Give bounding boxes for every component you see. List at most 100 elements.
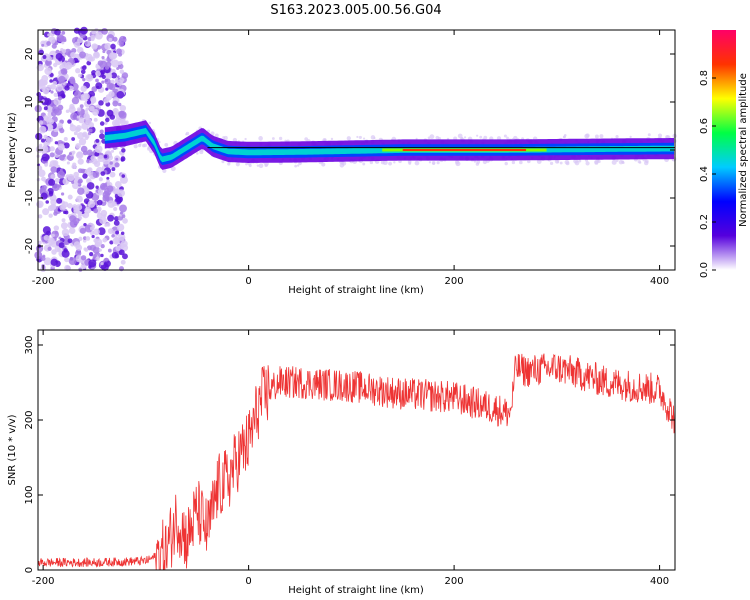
noise-point <box>55 53 63 61</box>
noise-point <box>109 240 114 245</box>
noise-point <box>408 162 412 165</box>
y-tick-label: 100 <box>24 485 35 504</box>
noise-point <box>93 208 99 214</box>
noise-point <box>476 160 481 164</box>
noise-point <box>49 146 55 152</box>
noise-point <box>340 161 345 165</box>
noise-point <box>71 180 75 184</box>
colorbar-ticks: 0.0 0.2 0.4 0.6 0.8 <box>699 70 716 278</box>
snr-frame <box>37 329 676 571</box>
noise-point <box>73 241 81 248</box>
noise-point <box>148 121 152 125</box>
noise-point <box>235 162 240 167</box>
noise-point <box>629 135 632 139</box>
noise-point <box>70 112 78 121</box>
noise-point <box>63 136 68 142</box>
snr-y-label: SNR (10 * v/v) <box>7 414 18 485</box>
noise-point <box>48 213 53 218</box>
noise-point <box>113 206 118 212</box>
noise-point <box>107 228 114 234</box>
noise-point <box>77 180 82 184</box>
noise-point <box>97 189 102 194</box>
noise-point <box>38 214 43 219</box>
noise-point <box>90 37 95 42</box>
noise-point <box>95 82 103 90</box>
noise-point <box>92 171 100 179</box>
noise-point <box>436 161 440 165</box>
noise-point <box>82 173 88 179</box>
noise-point <box>119 175 128 184</box>
noise-point <box>90 226 95 231</box>
noise-point <box>84 41 88 45</box>
noise-point <box>91 29 97 35</box>
noise-point <box>75 204 83 211</box>
y-tick-label: -10 <box>24 190 35 206</box>
noise-point <box>559 161 563 165</box>
noise-point <box>574 160 580 166</box>
noise-point <box>164 142 169 147</box>
noise-point <box>256 164 260 167</box>
noise-point <box>105 87 109 91</box>
noise-point <box>68 85 74 91</box>
noise-point <box>104 260 111 268</box>
noise-point <box>106 176 110 180</box>
noise-point <box>73 41 81 48</box>
noise-point <box>85 73 94 82</box>
noise-point <box>73 131 78 136</box>
noise-point <box>107 248 112 253</box>
noise-point <box>133 144 138 149</box>
noise-point <box>53 225 60 231</box>
noise-point <box>84 206 92 214</box>
noise-point <box>76 151 83 158</box>
noise-point <box>87 167 92 173</box>
noise-point <box>58 75 66 84</box>
colorbar-tick-label: 0.4 <box>699 166 710 182</box>
noise-point <box>64 62 73 70</box>
noise-point <box>80 264 86 269</box>
noise-point <box>57 122 63 129</box>
noise-point <box>80 26 88 35</box>
noise-point <box>358 135 362 139</box>
noise-point <box>496 136 502 141</box>
noise-point <box>147 147 151 151</box>
colorbar-tick-label: 0.6 <box>699 118 710 134</box>
noise-point <box>117 102 122 107</box>
noise-point <box>271 137 275 140</box>
noise-point <box>93 228 100 236</box>
noise-point <box>110 43 116 50</box>
noise-point <box>118 63 124 70</box>
noise-point <box>99 133 105 140</box>
noise-point <box>89 251 94 257</box>
noise-point <box>115 77 119 82</box>
noise-point <box>41 145 49 153</box>
noise-point <box>40 192 48 200</box>
noise-point <box>473 160 477 163</box>
noise-point <box>657 133 663 138</box>
noise-point <box>643 160 649 166</box>
noise-point <box>506 136 509 140</box>
spectrogram-y-ticks: -20 -10 0 10 20 <box>24 48 675 254</box>
noise-point <box>504 161 508 166</box>
noise-point <box>370 135 376 140</box>
noise-point <box>278 136 283 141</box>
noise-point <box>59 204 66 211</box>
noise-point <box>86 182 95 190</box>
noise-point <box>356 135 359 139</box>
noise-point <box>71 96 80 105</box>
noise-point <box>78 73 82 78</box>
noise-point <box>330 137 334 141</box>
noise-point <box>78 117 85 124</box>
noise-point <box>116 79 124 86</box>
noise-point <box>91 234 95 239</box>
noise-point <box>42 87 50 95</box>
noise-point <box>72 162 77 167</box>
y-tick-label: -20 <box>24 238 35 254</box>
noise-point <box>54 245 62 253</box>
noise-point <box>49 79 53 83</box>
noise-point <box>101 80 105 84</box>
noise-point <box>87 200 96 208</box>
noise-point <box>67 173 75 182</box>
noise-point <box>47 33 51 37</box>
noise-point <box>58 242 65 249</box>
